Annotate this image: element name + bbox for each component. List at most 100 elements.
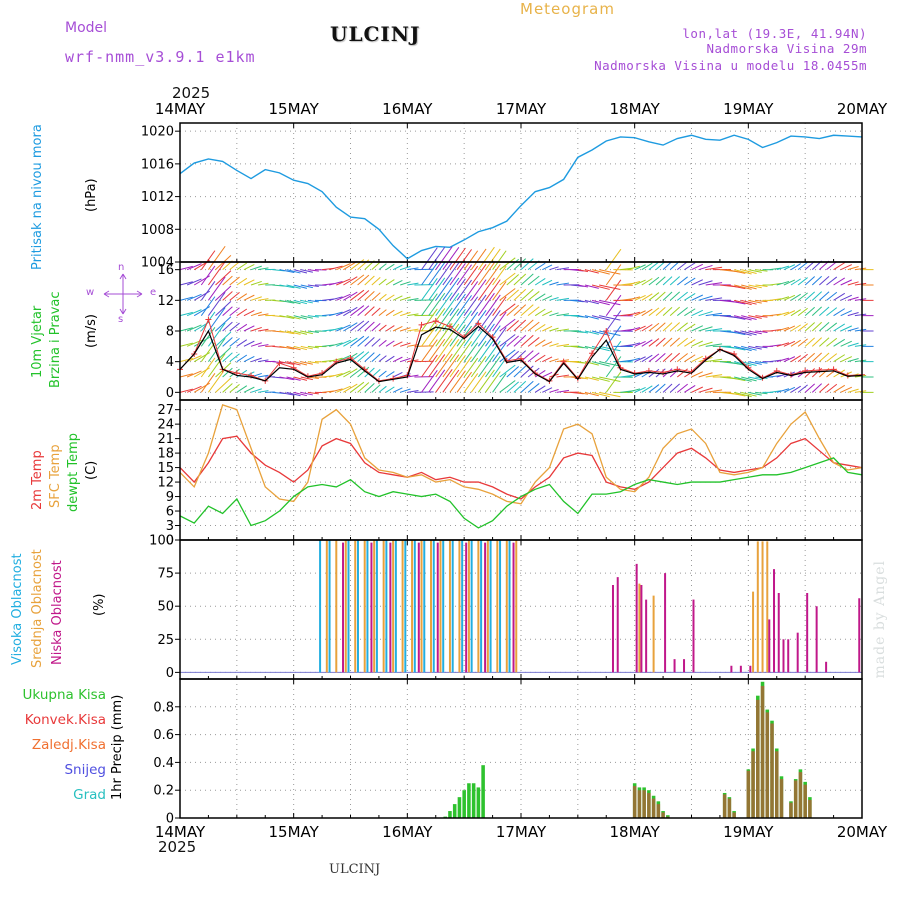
wind-arrow bbox=[691, 263, 704, 271]
wind-arrow bbox=[243, 325, 255, 332]
wind-arrow bbox=[499, 349, 516, 363]
wind-arrow bbox=[755, 315, 768, 318]
wind-speed-point bbox=[276, 360, 283, 367]
wind-arrow bbox=[776, 357, 790, 363]
wind-arrow bbox=[811, 275, 823, 286]
wind-arrow bbox=[364, 336, 375, 347]
compass-w: w bbox=[86, 287, 95, 298]
wind-arrow bbox=[641, 370, 653, 378]
wind-arrow bbox=[741, 361, 757, 366]
wind-arrow bbox=[456, 310, 472, 332]
wind-arrow bbox=[307, 330, 319, 333]
wind-arrow bbox=[506, 289, 520, 301]
wind-arrow bbox=[463, 311, 479, 332]
wind-arrow bbox=[329, 265, 343, 271]
wind-arrow bbox=[357, 320, 370, 332]
x-date-label-top: 16MAY bbox=[382, 100, 433, 118]
wind-arrow bbox=[258, 328, 269, 332]
precip-total-bar bbox=[452, 804, 457, 818]
wind-arrow bbox=[627, 311, 641, 317]
wind-arrow bbox=[655, 261, 666, 271]
wind-arrow bbox=[350, 335, 365, 347]
wind-arrow bbox=[662, 291, 673, 301]
wind-arrow bbox=[527, 306, 540, 317]
wind-arrow bbox=[286, 345, 301, 351]
wind-arrow bbox=[684, 308, 696, 317]
wind-arrow bbox=[591, 345, 610, 352]
precip-conv-bar bbox=[765, 712, 770, 818]
wind-arrow bbox=[790, 293, 801, 301]
wind-arrow bbox=[648, 307, 660, 317]
wind-arrow bbox=[655, 353, 666, 363]
precip-conv-bar bbox=[756, 699, 760, 818]
wind-arrow bbox=[605, 279, 622, 301]
precip-total-bar bbox=[448, 811, 452, 818]
wind-arrow bbox=[336, 339, 351, 347]
wind-arrow bbox=[826, 383, 838, 393]
wind-arrow bbox=[463, 250, 479, 270]
precip-conv-bar bbox=[656, 804, 661, 818]
wind-arrow bbox=[847, 357, 859, 363]
wind-arrow bbox=[534, 354, 546, 363]
wind-arrow bbox=[599, 361, 621, 367]
wind-arrow bbox=[371, 322, 381, 332]
wind-arrow bbox=[634, 264, 646, 271]
wind-arrow bbox=[797, 323, 808, 332]
wind-arrow bbox=[591, 299, 610, 306]
wind-arrow bbox=[854, 267, 867, 271]
wind-arrow bbox=[435, 353, 453, 378]
wind-arrow bbox=[463, 296, 479, 316]
y-tick-label: 0.8 bbox=[153, 700, 174, 715]
wind-arrow bbox=[698, 310, 713, 317]
wind-arrow bbox=[357, 290, 370, 301]
wind-arrow bbox=[456, 249, 472, 270]
wind-arrow bbox=[577, 299, 589, 303]
wind-arrow bbox=[286, 391, 301, 397]
wind-arrow bbox=[336, 370, 351, 378]
wind-arrow bbox=[293, 299, 308, 305]
wind-arrow bbox=[627, 342, 641, 347]
wind-arrow bbox=[378, 385, 387, 393]
wind-arrow bbox=[307, 299, 319, 303]
wind-arrow bbox=[485, 279, 501, 301]
wind-arrow bbox=[200, 327, 216, 347]
wind-arrow bbox=[648, 322, 660, 332]
wind-arrow bbox=[811, 306, 823, 317]
wind-arrow bbox=[542, 310, 553, 317]
wind-arrow bbox=[236, 277, 248, 286]
wind-arrow bbox=[421, 277, 438, 301]
wind-arrow bbox=[357, 366, 370, 378]
y-tick-label: 1012 bbox=[141, 190, 174, 205]
meteogram-title: Meteogram bbox=[520, 0, 615, 18]
wind-arrow bbox=[819, 352, 830, 363]
wind-arrow bbox=[556, 374, 570, 378]
wind-arrow bbox=[769, 328, 782, 332]
wind-arrow bbox=[506, 335, 520, 347]
precip-conv-bar bbox=[637, 790, 642, 818]
wind-arrow bbox=[840, 310, 853, 317]
year-top-label: 2025 bbox=[172, 84, 211, 102]
wind-arrow bbox=[499, 303, 516, 317]
wind-arrow bbox=[705, 312, 723, 317]
wind-arrow bbox=[833, 384, 846, 393]
wind-arrow bbox=[428, 354, 446, 378]
wind-arrow bbox=[676, 337, 688, 347]
model-altitude-info: Nadmorska Visina u modelu 18.0455m bbox=[594, 58, 867, 73]
wind-arrow bbox=[641, 308, 653, 317]
wind-arrow bbox=[776, 311, 790, 317]
wind-arrow bbox=[634, 356, 646, 363]
wind-arrow bbox=[463, 342, 479, 362]
wind-arrow bbox=[179, 388, 193, 393]
wind-arrow bbox=[662, 352, 673, 363]
precip-conv-bar bbox=[661, 812, 665, 818]
wind-arrow bbox=[250, 296, 262, 301]
compass-s: s bbox=[118, 314, 124, 325]
wind-arrow bbox=[542, 356, 553, 363]
wind-arrow bbox=[186, 263, 202, 271]
wind-arrow bbox=[258, 298, 269, 301]
wind-arrow bbox=[542, 325, 553, 332]
x-date-label-top: 14MAY bbox=[155, 100, 206, 118]
wind-arrow bbox=[236, 323, 248, 332]
wind-arrow bbox=[698, 295, 713, 301]
